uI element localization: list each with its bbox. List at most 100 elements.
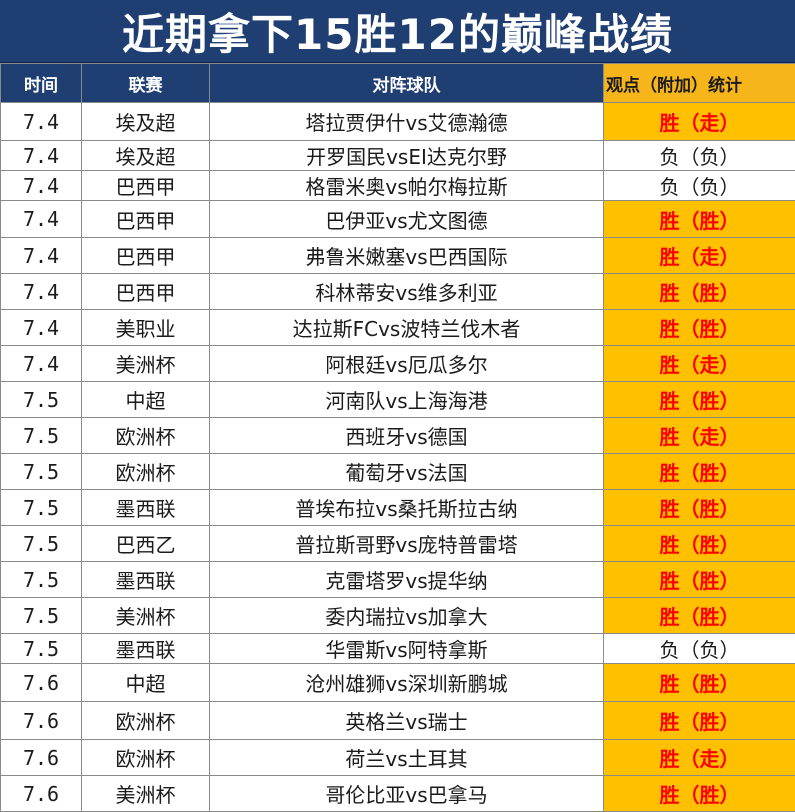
cell-match: 达拉斯FCvs波特兰伐木者 <box>210 310 604 346</box>
cell-match: 克雷塔罗vs提华纳 <box>210 562 604 598</box>
cell-league: 巴西甲 <box>82 238 210 274</box>
cell-date: 7.4 <box>1 274 82 310</box>
sheet-title: 近期拿下15胜12的巅峰战绩 <box>0 0 795 63</box>
cell-match: 英格兰vs瑞士 <box>210 702 604 740</box>
cell-date: 7.5 <box>1 526 82 562</box>
cell-result: 胜（走） <box>604 346 795 382</box>
cell-match: 华雷斯vs阿特拿斯 <box>210 634 604 664</box>
cell-league: 墨西联 <box>82 490 210 526</box>
cell-league: 巴西甲 <box>82 274 210 310</box>
cell-result: 胜（走） <box>604 740 795 776</box>
cell-date: 7.4 <box>1 171 82 201</box>
cell-league: 巴西甲 <box>82 201 210 238</box>
cell-date: 7.5 <box>1 598 82 634</box>
cell-league: 欧洲杯 <box>82 740 210 776</box>
cell-match: 荷兰vs土耳其 <box>210 740 604 776</box>
cell-result: 胜（胜） <box>604 490 795 526</box>
cell-result: 胜（胜） <box>604 454 795 490</box>
header-result: 观点（附加）统计 <box>604 64 795 103</box>
cell-league: 欧洲杯 <box>82 702 210 740</box>
cell-result: 胜（走） <box>604 103 795 141</box>
cell-league: 埃及超 <box>82 103 210 141</box>
cell-date: 7.5 <box>1 490 82 526</box>
cell-date: 7.6 <box>1 740 82 776</box>
cell-match: 格雷米奥vs帕尔梅拉斯 <box>210 171 604 201</box>
cell-league: 巴西乙 <box>82 526 210 562</box>
cell-league: 美洲杯 <box>82 346 210 382</box>
cell-date: 7.5 <box>1 418 82 454</box>
cell-date: 7.4 <box>1 201 82 238</box>
cell-date: 7.4 <box>1 346 82 382</box>
header-match: 对阵球队 <box>210 64 604 103</box>
cell-result: 胜（胜） <box>604 310 795 346</box>
header-row: 时间 联赛 对阵球队 观点（附加）统计 <box>1 64 795 103</box>
cell-date: 7.5 <box>1 634 82 664</box>
cell-result: 胜（胜） <box>604 201 795 238</box>
cell-result: 胜（胜） <box>604 274 795 310</box>
cell-league: 埃及超 <box>82 141 210 171</box>
cell-match: 葡萄牙vs法国 <box>210 454 604 490</box>
cell-result: 胜（胜） <box>604 562 795 598</box>
cell-date: 7.4 <box>1 310 82 346</box>
cell-result: 负（负） <box>604 171 795 201</box>
cell-match: 科林蒂安vs维多利亚 <box>210 274 604 310</box>
cell-match: 哥伦比亚vs巴拿马 <box>210 776 604 812</box>
cell-league: 美洲杯 <box>82 776 210 812</box>
cell-result: 胜（胜） <box>604 664 795 702</box>
cell-league: 欧洲杯 <box>82 454 210 490</box>
cell-league: 中超 <box>82 664 210 702</box>
header-date: 时间 <box>1 64 82 103</box>
cell-date: 7.5 <box>1 382 82 418</box>
cell-date: 7.5 <box>1 562 82 598</box>
cell-match: 阿根廷vs厄瓜多尔 <box>210 346 604 382</box>
cell-match: 普埃布拉vs桑托斯拉古纳 <box>210 490 604 526</box>
cell-match: 西班牙vs德国 <box>210 418 604 454</box>
cell-date: 7.4 <box>1 238 82 274</box>
cell-match: 弗鲁米嫩塞vs巴西国际 <box>210 238 604 274</box>
cell-match: 开罗国民vsEI达克尔野 <box>210 141 604 171</box>
cell-result: 负（负） <box>604 141 795 171</box>
cell-match: 巴伊亚vs尤文图德 <box>210 201 604 238</box>
cell-match: 委内瑞拉vs加拿大 <box>210 598 604 634</box>
cell-date: 7.4 <box>1 141 82 171</box>
cell-result: 胜（胜） <box>604 526 795 562</box>
cell-date: 7.6 <box>1 702 82 740</box>
cell-league: 墨西联 <box>82 634 210 664</box>
cell-league: 欧洲杯 <box>82 418 210 454</box>
cell-result: 胜（走） <box>604 238 795 274</box>
cell-result: 胜（胜） <box>604 382 795 418</box>
cell-match: 沧州雄狮vs深圳新鹏城 <box>210 664 604 702</box>
cell-result: 胜（胜） <box>604 776 795 812</box>
cell-result: 胜（走） <box>604 418 795 454</box>
cell-league: 墨西联 <box>82 562 210 598</box>
cell-result: 负（负） <box>604 634 795 664</box>
cell-date: 7.6 <box>1 776 82 812</box>
cell-league: 中超 <box>82 382 210 418</box>
cell-result: 胜（胜） <box>604 702 795 740</box>
cell-date: 7.4 <box>1 103 82 141</box>
cell-league: 美洲杯 <box>82 598 210 634</box>
cell-date: 7.5 <box>1 454 82 490</box>
